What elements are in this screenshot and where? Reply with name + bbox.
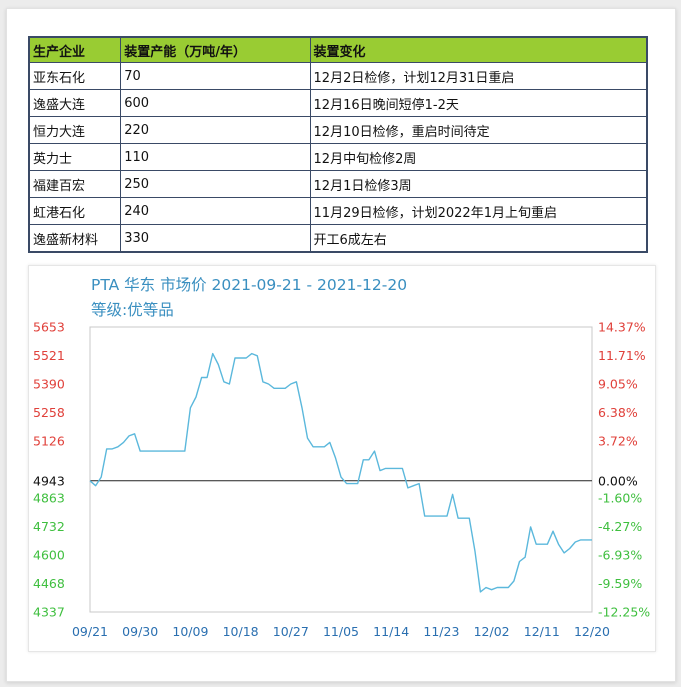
y-tick-label-left: 4732: [33, 519, 65, 534]
x-tick-label: 09/21: [72, 624, 108, 639]
cell-change: 12月10日检修，重启时间待定: [309, 116, 648, 144]
table-row: 逸盛新材料 330 开工6成左右: [28, 224, 648, 253]
y-tick-label-right: -4.27%: [598, 519, 642, 534]
cell-change: 12月2日检修，计划12月31日重启: [309, 62, 648, 90]
y-tick-label-left: 5653: [33, 320, 65, 335]
y-tick-label-right: -6.93%: [598, 548, 642, 563]
y-tick-label-left: 5258: [33, 405, 65, 420]
y-tick-label-right: 9.05%: [598, 376, 638, 391]
y-tick-label-left: 5390: [33, 376, 65, 391]
cell-company: 福建百宏: [28, 170, 122, 198]
cell-change: 12月中旬检修2周: [309, 143, 648, 171]
y-tick-label-right: 11.71%: [598, 348, 646, 363]
x-tick-label: 12/20: [574, 624, 610, 639]
table-row: 福建百宏 250 12月1日检修3周: [28, 170, 648, 198]
cell-company: 亚东石化: [28, 62, 122, 90]
x-tick-label: 11/23: [423, 624, 459, 639]
cell-capacity: 220: [120, 116, 311, 144]
cell-company: 英力士: [28, 143, 122, 171]
cell-capacity: 600: [120, 89, 311, 117]
x-tick-label: 11/05: [323, 624, 359, 639]
cell-capacity: 110: [120, 143, 311, 171]
y-tick-label-left: 5521: [33, 348, 65, 363]
y-tick-label-right: -9.59%: [598, 576, 642, 591]
y-tick-label-right: 0.00%: [598, 473, 638, 488]
cell-change: 11月29日检修，计划2022年1月上旬重启: [309, 197, 648, 225]
price-chart: PTA 华东 市场价 2021-09-21 - 2021-12-20 等级:优等…: [28, 265, 656, 652]
header-capacity: 装置产能（万吨/年）: [120, 36, 311, 63]
cell-company: 逸盛大连: [28, 89, 122, 117]
y-tick-label-left: 4943: [33, 473, 65, 488]
cell-company: 虹港石化: [28, 197, 122, 225]
y-tick-label-right: 14.37%: [598, 320, 646, 335]
table-row: 英力士 110 12月中旬检修2周: [28, 143, 648, 171]
plot-frame: [89, 326, 593, 613]
y-tick-label-left: 4600: [33, 548, 65, 563]
cell-change: 12月1日检修3周: [309, 170, 648, 198]
header-company: 生产企业: [28, 36, 122, 63]
header-change: 装置变化: [309, 36, 648, 63]
y-tick-label-left: 4468: [33, 576, 65, 591]
y-tick-label-left: 4863: [33, 491, 65, 506]
x-tick-label: 12/11: [524, 624, 560, 639]
table-row: 恒力大连 220 12月10日检修，重启时间待定: [28, 116, 648, 144]
capacity-table: 生产企业 装置产能（万吨/年） 装置变化 亚东石化 70 12月2日检修，计划1…: [28, 36, 648, 253]
cell-capacity: 250: [120, 170, 311, 198]
table-row: 逸盛大连 600 12月16日晚间短停1-2天: [28, 89, 648, 117]
cell-company: 逸盛新材料: [28, 224, 122, 253]
cell-capacity: 240: [120, 197, 311, 225]
x-tick-label: 10/18: [223, 624, 259, 639]
y-tick-label-right: -1.60%: [598, 491, 642, 506]
x-tick-label: 09/30: [122, 624, 158, 639]
x-tick-label: 10/09: [172, 624, 208, 639]
cell-change: 开工6成左右: [309, 224, 648, 253]
chart-subtitle: 等级:优等品: [91, 301, 174, 319]
x-tick-label: 10/27: [273, 624, 309, 639]
chart-plot: 5653 5521 5390 5258 5126 4943 4863 4732 4600 4468…: [33, 320, 650, 640]
y-tick-label-right: 6.38%: [598, 405, 638, 420]
table-row: 亚东石化 70 12月2日检修，计划12月31日重启: [28, 62, 648, 90]
cell-company: 恒力大连: [28, 116, 122, 144]
y-tick-label-right: -12.25%: [598, 605, 650, 620]
x-tick-label: 11/14: [373, 624, 409, 639]
cell-capacity: 70: [120, 62, 311, 90]
y-tick-label-right: 3.72%: [598, 434, 638, 449]
chart-title: PTA 华东 市场价 2021-09-21 - 2021-12-20: [91, 276, 408, 294]
series-line: [89, 352, 592, 593]
table-header-row: 生产企业 装置产能（万吨/年） 装置变化: [28, 36, 648, 63]
y-tick-label-left: 4337: [33, 605, 65, 620]
y-tick-label-left: 5126: [33, 434, 65, 449]
cell-change: 12月16日晚间短停1-2天: [309, 89, 648, 117]
table-row: 虹港石化 240 11月29日检修，计划2022年1月上旬重启: [28, 197, 648, 225]
x-tick-label: 12/02: [474, 624, 510, 639]
cell-capacity: 330: [120, 224, 311, 253]
